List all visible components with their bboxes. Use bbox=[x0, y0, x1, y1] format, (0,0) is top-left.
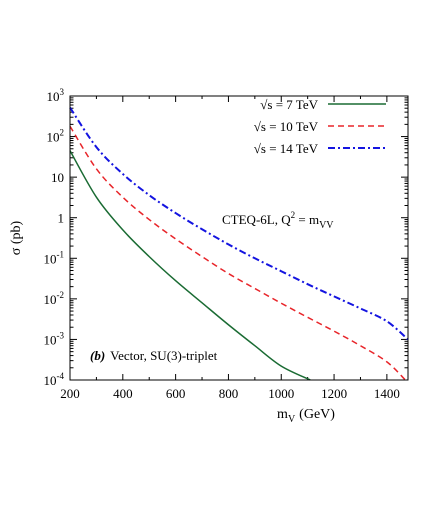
tick-labels: 200 400 600 800 1000 1200 1400 10-4 10-3 10-2 10-1… bbox=[44, 87, 400, 401]
x-tick-label: 400 bbox=[113, 386, 133, 401]
x-tick-label: 1200 bbox=[321, 386, 347, 401]
pdf-annotation-sup: 2 bbox=[291, 210, 296, 220]
y-tick-label: 1 bbox=[58, 211, 65, 226]
y-tick-label: 10-1 bbox=[44, 249, 65, 266]
pdf-annotation: CTEQ-6L, Q2 = mVV bbox=[222, 210, 334, 231]
panel-text: Vector, SU(3)-triplet bbox=[110, 348, 217, 363]
y-tick-label: 10-2 bbox=[44, 290, 65, 307]
y-tick-label: 10 bbox=[51, 170, 64, 185]
y-tick-label: 103 bbox=[47, 87, 65, 104]
legend-label-7tev: √s = 7 TeV bbox=[260, 97, 318, 112]
series-line-0 bbox=[69, 150, 311, 381]
axes-ticks bbox=[69, 95, 408, 381]
pdf-annotation-main: CTEQ-6L, Q bbox=[222, 212, 291, 227]
pdf-annotation-sub: VV bbox=[319, 220, 334, 231]
x-tick-label: 200 bbox=[60, 386, 80, 401]
x-tick-label: 1000 bbox=[268, 386, 294, 401]
x-axis-label-unit: (GeV) bbox=[299, 407, 335, 422]
y-axis-label: σ (pb) bbox=[9, 220, 24, 255]
x-axis-label: mV (GeV) bbox=[277, 407, 335, 425]
series-lines bbox=[69, 106, 409, 381]
series-line-1 bbox=[69, 125, 406, 381]
series-line-2 bbox=[69, 106, 409, 341]
y-tick-label: 10-3 bbox=[44, 330, 65, 347]
y-tick-label: 10-4 bbox=[44, 371, 65, 388]
pdf-annotation-eq: = m bbox=[295, 212, 319, 227]
x-axis-label-main: m bbox=[277, 407, 288, 422]
x-tick-label: 800 bbox=[219, 386, 239, 401]
x-axis-label-sub: V bbox=[288, 414, 296, 425]
panel-tag: (b) bbox=[90, 348, 105, 363]
legend-label-14tev: √s = 14 TeV bbox=[254, 141, 319, 156]
legend-label-10tev: √s = 10 TeV bbox=[254, 119, 319, 134]
plot-frame bbox=[69, 95, 409, 381]
x-tick-label: 1400 bbox=[374, 386, 400, 401]
x-tick-label: 600 bbox=[166, 386, 186, 401]
legend: √s = 7 TeV √s = 10 TeV √s = 14 TeV bbox=[254, 97, 386, 156]
panel-annotation: (b) Vector, SU(3)-triplet bbox=[90, 348, 218, 363]
y-tick-label: 102 bbox=[47, 128, 65, 145]
